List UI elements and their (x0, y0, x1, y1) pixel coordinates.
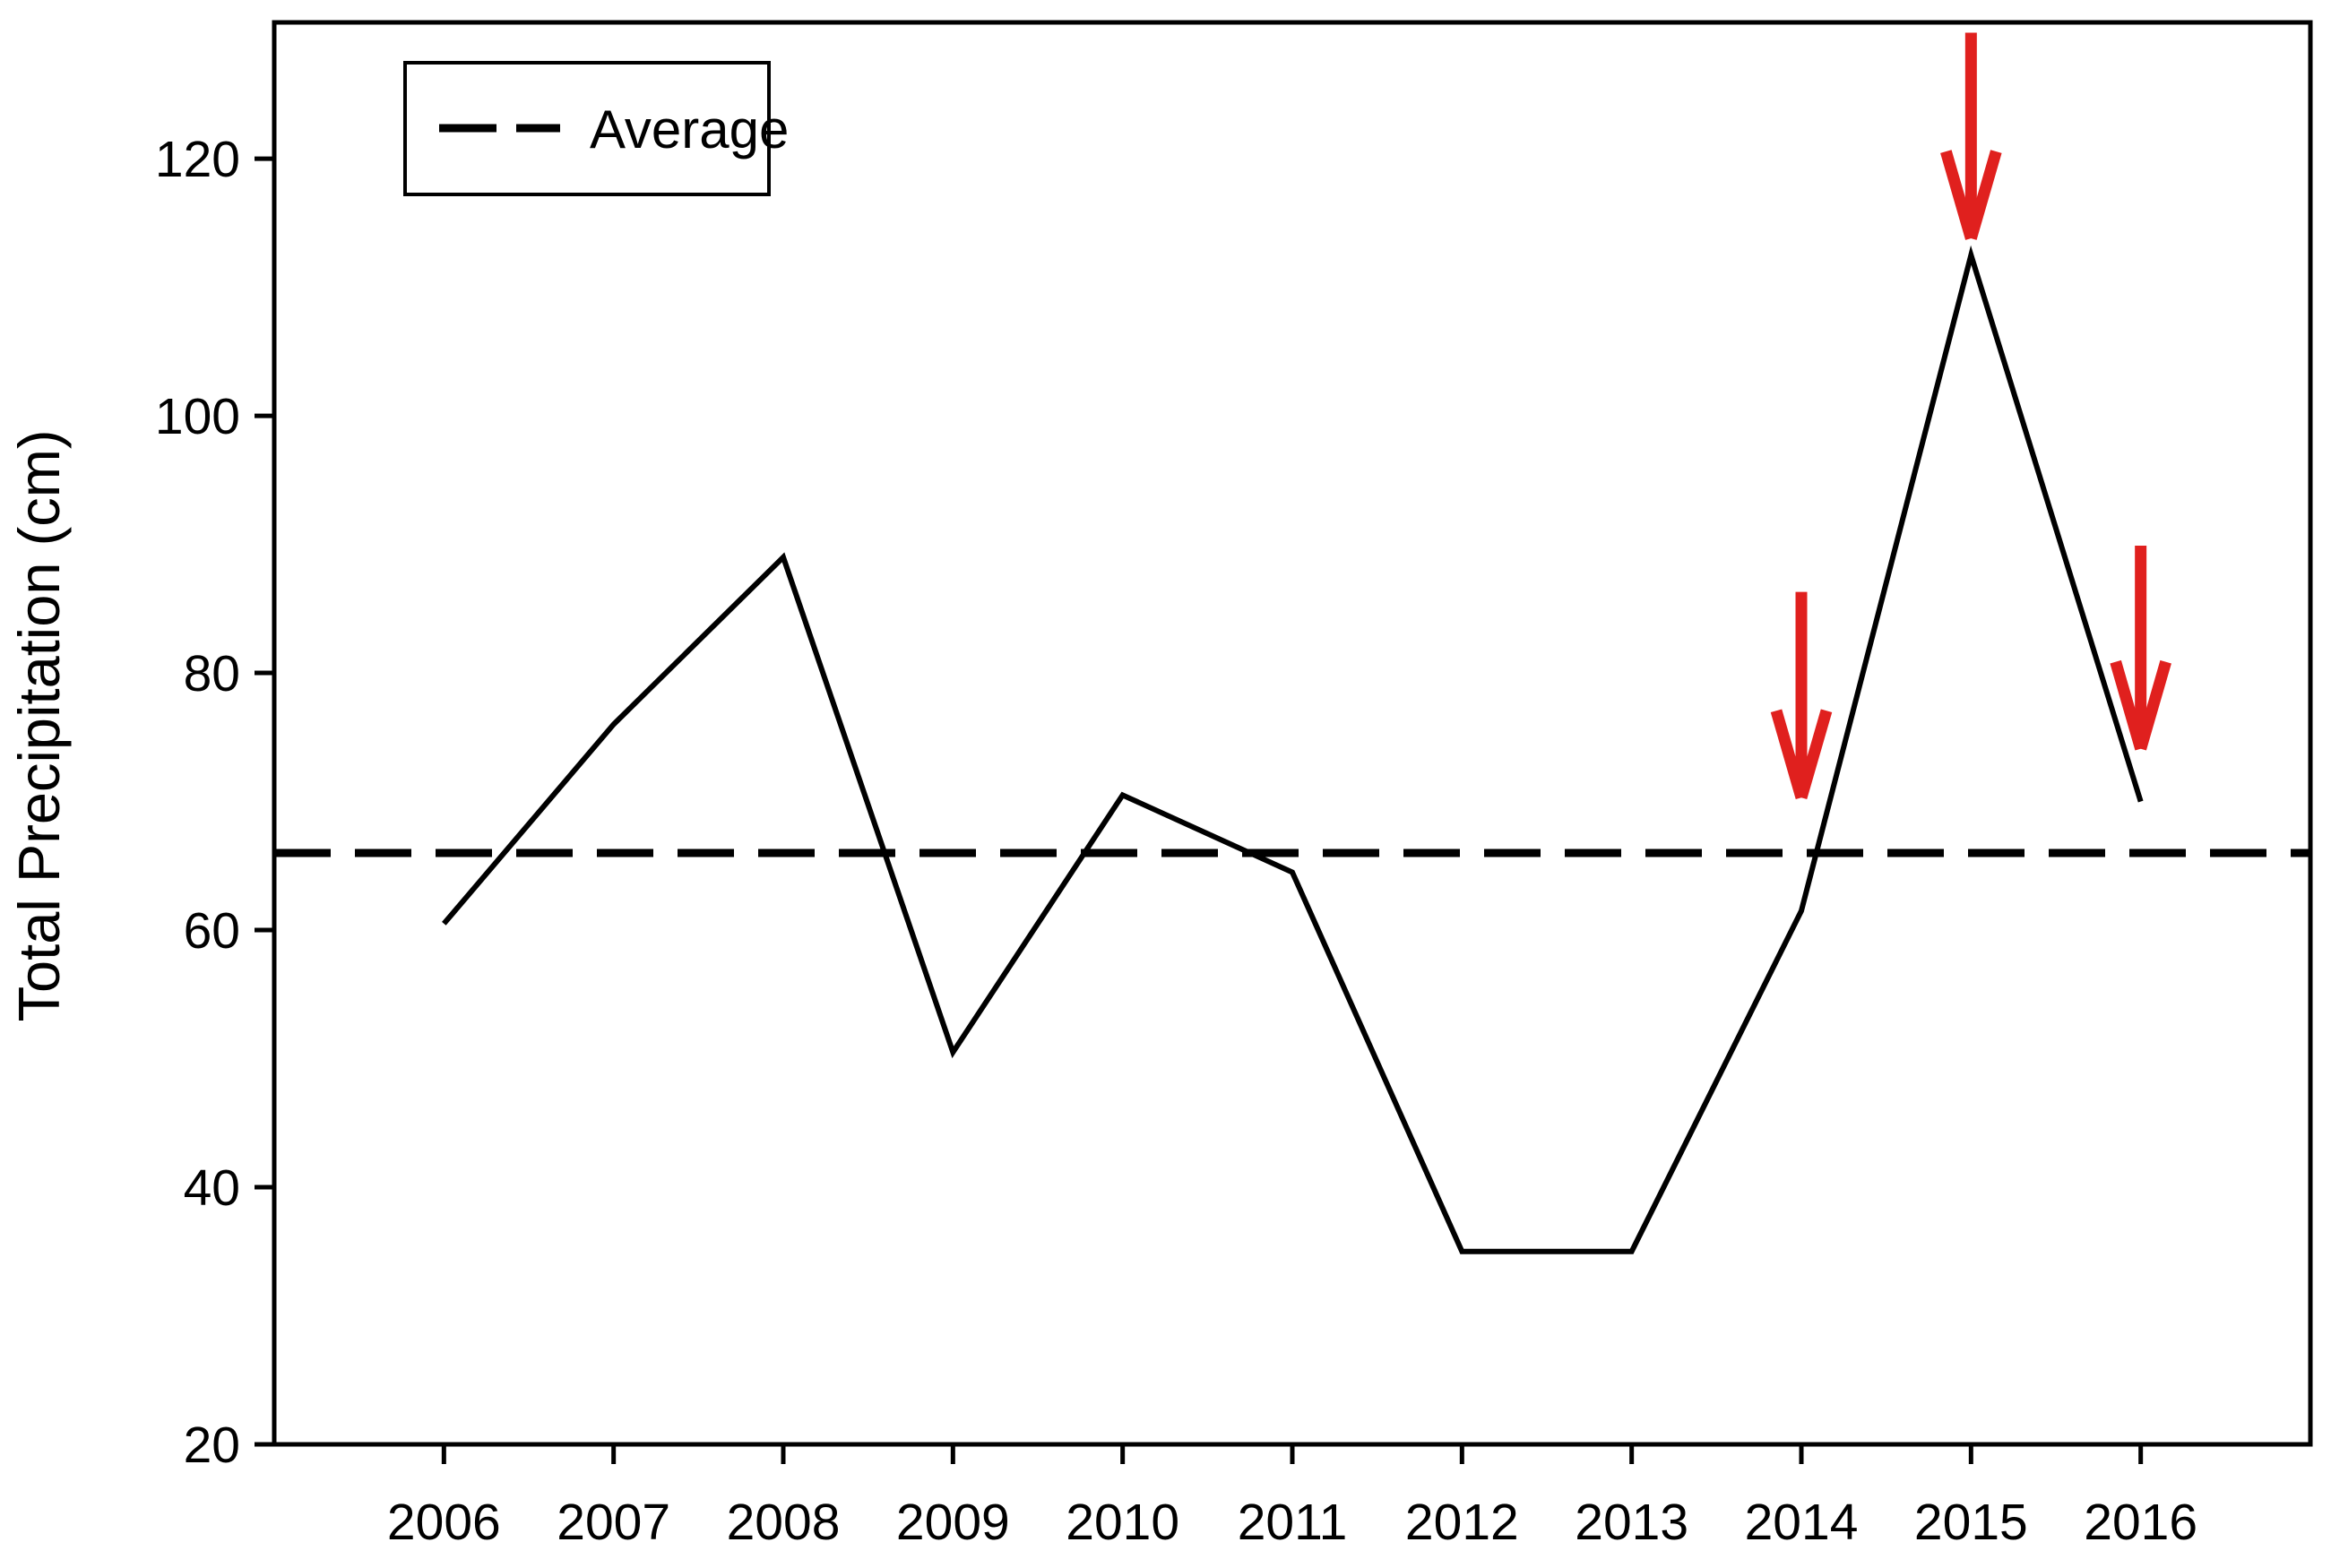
y-tick-label: 100 (155, 388, 240, 445)
down-arrow-2015 (1940, 32, 2002, 240)
x-tick-label: 2016 (2084, 1494, 2197, 1551)
arrow-head-left (2110, 659, 2146, 751)
legend: Average (403, 61, 789, 196)
arrow-head-left (1940, 150, 1977, 240)
legend-label: Average (590, 99, 789, 159)
arrow-head-right (1795, 709, 1833, 800)
x-tick-label: 2015 (1914, 1494, 2028, 1551)
y-tick-label: 40 (184, 1159, 240, 1217)
x-tick-label: 2014 (1745, 1494, 1859, 1551)
arrow-head-left (1770, 709, 1808, 800)
down-arrow-2014 (1770, 591, 1833, 800)
x-tick-label: 2008 (727, 1494, 841, 1551)
arrow-head-right (2135, 659, 2171, 751)
x-tick-label: 2012 (1405, 1494, 1519, 1551)
precipitation-line (442, 245, 2144, 1254)
x-tick-label: 2007 (557, 1494, 670, 1551)
y-tick-label: 120 (155, 131, 240, 188)
y-axis-title: Total Precipitation (cm) (6, 429, 72, 1021)
y-tick-label: 80 (184, 645, 240, 702)
down-arrow-2016 (2110, 546, 2171, 751)
plot-border (272, 20, 2313, 1447)
x-tick-label: 2006 (387, 1494, 501, 1551)
x-tick-label: 2009 (896, 1494, 1010, 1551)
x-tick-label: 2011 (1238, 1494, 1348, 1551)
arrow-head-right (1965, 150, 2002, 240)
x-tick-label: 2010 (1066, 1494, 1179, 1551)
y-tick-label: 20 (184, 1417, 240, 1474)
y-tick-label: 60 (184, 902, 240, 960)
x-tick-label: 2013 (1575, 1494, 1688, 1551)
